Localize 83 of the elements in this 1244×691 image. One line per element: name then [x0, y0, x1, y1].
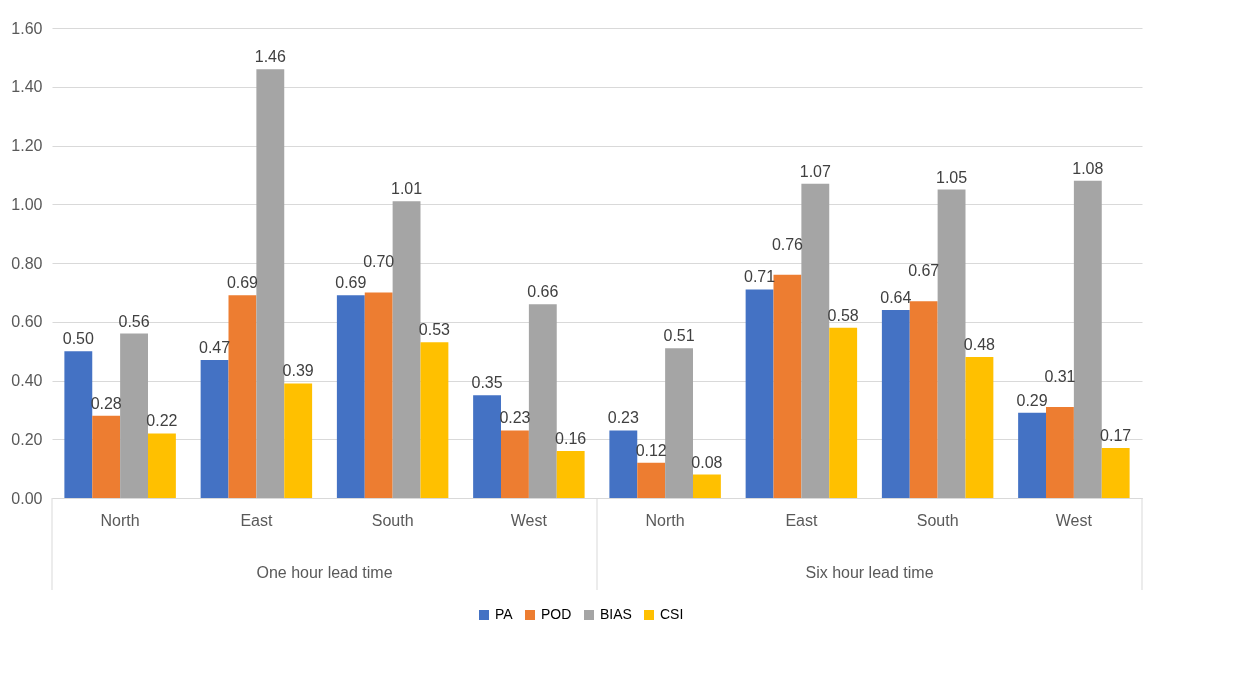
bar	[1018, 412, 1047, 498]
bar	[120, 333, 148, 498]
data-label: 0.17	[1100, 427, 1132, 445]
bar	[420, 342, 449, 498]
legend-label: PA	[495, 606, 514, 622]
text: Six hour lead time	[805, 564, 934, 581]
x-tick-label: West	[1055, 511, 1093, 529]
data-label: 1.07	[799, 162, 831, 180]
x-tick-label: North	[645, 511, 685, 529]
data-label: 0.50	[62, 330, 94, 348]
bar	[909, 301, 938, 498]
bar	[665, 348, 693, 498]
bar	[284, 383, 313, 498]
data-label: 0.58	[827, 306, 859, 324]
bar	[473, 395, 502, 498]
data-label: 0.51	[663, 327, 695, 345]
x-tick-label: North	[100, 511, 140, 529]
x-tick-label: South	[916, 511, 959, 529]
bar	[256, 69, 285, 498]
data-label: 0.22	[146, 412, 178, 430]
data-label: 0.35	[471, 374, 503, 392]
data-label: 0.31	[1044, 367, 1076, 385]
data-label: 0.66	[527, 283, 559, 301]
x-tick-label: West	[510, 511, 548, 529]
y-tick-label: 1.60	[11, 19, 43, 37]
bar	[1073, 180, 1102, 498]
data-label: 0.16	[555, 430, 587, 447]
x-tick-label: South	[371, 511, 414, 529]
bar	[364, 292, 393, 498]
y-tick-label: 0.00	[11, 489, 43, 507]
data-label: 0.69	[226, 274, 259, 292]
bar	[609, 430, 638, 498]
y-tick-label: 1.00	[11, 195, 43, 213]
y-tick-label: 0.60	[11, 313, 43, 331]
bar	[64, 351, 93, 498]
bar	[745, 289, 774, 498]
data-label: 0.69	[335, 274, 367, 292]
bar	[937, 189, 966, 498]
y-tick-label: 0.40	[11, 372, 43, 389]
bar	[801, 183, 830, 498]
data-label: 0.56	[118, 312, 150, 330]
data-label: 1.46	[254, 48, 286, 66]
bar	[1101, 448, 1130, 498]
bar	[336, 295, 365, 498]
data-label: 1.05	[935, 168, 968, 186]
bar	[773, 274, 802, 498]
bar	[92, 415, 121, 498]
y-tick-label: 1.40	[11, 78, 43, 96]
bar	[1046, 406, 1074, 498]
data-label: 0.48	[963, 336, 996, 353]
x-tick-label: East	[240, 511, 273, 529]
data-label: 0.08	[691, 453, 723, 471]
data-label: 0.29	[1016, 391, 1048, 409]
bar	[637, 462, 666, 498]
text: One hour lead time	[256, 564, 393, 581]
bar	[501, 430, 529, 498]
y-tick-label: 1.20	[11, 137, 43, 154]
data-label: 1.08	[1072, 159, 1104, 177]
bar	[200, 359, 229, 498]
legend-label: CSI	[660, 606, 684, 622]
data-label: 0.76	[771, 235, 804, 253]
data-label: 0.67	[908, 262, 940, 280]
legend-label: POD	[541, 606, 572, 622]
bar	[965, 357, 994, 498]
bar	[528, 304, 557, 498]
bar	[147, 433, 176, 498]
y-tick-label: 0.80	[11, 254, 43, 272]
bar	[881, 310, 910, 498]
data-label: 0.70	[363, 253, 395, 271]
bar	[228, 295, 257, 498]
data-label: 0.39	[282, 362, 314, 380]
y-tick-label: 0.20	[11, 430, 43, 448]
data-label: 0.53	[418, 321, 451, 339]
bar	[392, 201, 421, 498]
data-label: 1.01	[390, 180, 423, 198]
bar	[829, 327, 858, 498]
data-label: 0.64	[880, 289, 912, 306]
data-label: 0.23	[607, 409, 639, 427]
bar	[692, 474, 721, 498]
bar	[556, 451, 585, 498]
x-tick-label: East	[785, 511, 818, 529]
legend-label: BIAS	[600, 606, 632, 622]
data-label: 0.71	[744, 268, 776, 286]
